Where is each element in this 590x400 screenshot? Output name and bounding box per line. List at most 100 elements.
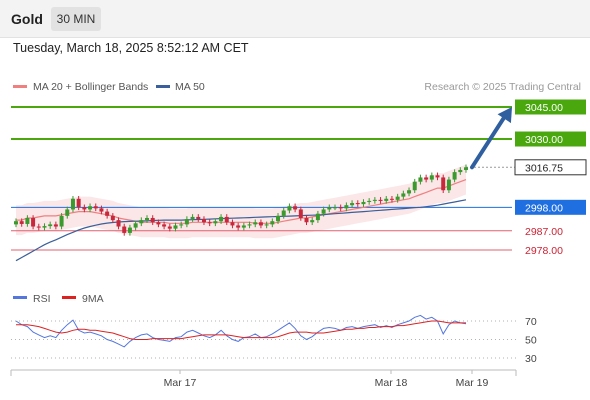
candle xyxy=(179,221,184,229)
candles xyxy=(14,164,468,236)
candle-body xyxy=(82,207,87,210)
candle-body xyxy=(184,219,189,225)
chart-header: Gold 30 MIN xyxy=(0,0,590,38)
rsi-ma-legend-swatch xyxy=(62,296,76,299)
candle-body xyxy=(384,198,389,201)
candle xyxy=(429,172,434,183)
candle xyxy=(224,214,229,226)
candle xyxy=(401,190,406,200)
candle-body xyxy=(156,222,161,225)
level-label-2987.00: 2987.00 xyxy=(525,226,563,238)
target-arrow xyxy=(470,107,512,170)
candle-body xyxy=(378,199,383,201)
candle xyxy=(452,169,457,183)
candle-body xyxy=(236,225,241,228)
candle xyxy=(190,214,195,222)
candle-body xyxy=(321,209,326,214)
candle-body xyxy=(327,207,332,210)
candle-body xyxy=(270,221,275,225)
candle xyxy=(110,213,115,223)
time-tick-label: Mar 17 xyxy=(164,377,197,389)
candle xyxy=(435,172,440,181)
ma20-legend-label: MA 20 + Bollinger Bands xyxy=(33,81,148,93)
candle-body xyxy=(241,225,246,228)
candle xyxy=(378,197,383,204)
candle xyxy=(122,223,127,236)
candle-body xyxy=(304,217,309,223)
candle-body xyxy=(276,215,281,222)
level-box-3030.00 xyxy=(515,131,586,147)
candle xyxy=(70,196,75,213)
candle xyxy=(150,215,155,226)
candle xyxy=(281,207,286,219)
bollinger-bands xyxy=(16,164,466,239)
candle xyxy=(332,204,337,211)
time-tick-label: Mar 18 xyxy=(375,377,408,389)
level-label-3045.00: 3045.00 xyxy=(525,102,563,114)
candle xyxy=(173,222,178,232)
arrow-head xyxy=(497,107,512,124)
candle xyxy=(293,203,298,213)
candle-body xyxy=(65,209,70,216)
candle-body xyxy=(162,224,167,227)
candle xyxy=(76,196,81,211)
candle xyxy=(196,214,201,222)
candle xyxy=(167,223,172,232)
candle xyxy=(264,221,269,229)
candle xyxy=(31,215,36,230)
candle xyxy=(139,217,144,227)
candle-body xyxy=(36,226,41,228)
candle-body xyxy=(412,181,417,191)
candle-body xyxy=(372,199,377,201)
time-axis-ticks: Mar 17 Mar 18 Mar 19 xyxy=(164,370,488,389)
symbol-title: Gold xyxy=(11,11,43,27)
candle-body xyxy=(452,172,457,180)
candle-body xyxy=(167,226,172,229)
price-labels: 3045.00 3030.00 3016.75 2998.00 2987.00 2978.… xyxy=(514,99,587,257)
candle-body xyxy=(110,215,115,221)
level-box-2998.00 xyxy=(515,199,586,215)
candle-body xyxy=(253,222,258,225)
candle xyxy=(14,218,18,228)
candle-body xyxy=(196,216,201,220)
candle xyxy=(93,203,98,212)
candle xyxy=(253,219,258,228)
candle xyxy=(355,200,360,207)
candle xyxy=(48,221,53,229)
timestamp: Tuesday, March 18, 2025 8:52:12 AM CET xyxy=(13,41,249,55)
candle-body xyxy=(407,190,412,194)
candle xyxy=(156,219,161,228)
candle xyxy=(36,223,41,231)
candle xyxy=(464,164,468,173)
timeframe-button[interactable]: 30 MIN xyxy=(51,7,101,31)
rsi-ma-legend-label: 9MA xyxy=(82,293,104,305)
candle xyxy=(315,210,320,223)
candle-body xyxy=(190,216,195,220)
candle xyxy=(372,197,377,204)
candle-body xyxy=(424,177,429,180)
candle-body xyxy=(93,206,98,209)
arrow-shaft xyxy=(470,111,509,170)
candle xyxy=(82,204,87,213)
candle-body xyxy=(344,205,349,209)
candle-body xyxy=(293,206,298,210)
candle xyxy=(321,206,326,217)
candle-body xyxy=(133,223,138,228)
candle-body xyxy=(70,198,75,210)
candle-body xyxy=(150,217,155,223)
candle xyxy=(99,205,104,215)
candle-body xyxy=(14,221,18,225)
candle-body xyxy=(213,221,218,224)
candle-body xyxy=(395,196,400,200)
candle xyxy=(213,218,218,227)
candle xyxy=(338,204,343,212)
candle xyxy=(133,220,138,231)
candle-body xyxy=(332,207,337,209)
candle xyxy=(59,213,64,230)
candle-body xyxy=(48,224,53,227)
level-label-2978.00: 2978.00 xyxy=(525,245,563,257)
candle-body xyxy=(139,220,144,224)
candle xyxy=(162,221,167,230)
candle xyxy=(236,222,241,231)
